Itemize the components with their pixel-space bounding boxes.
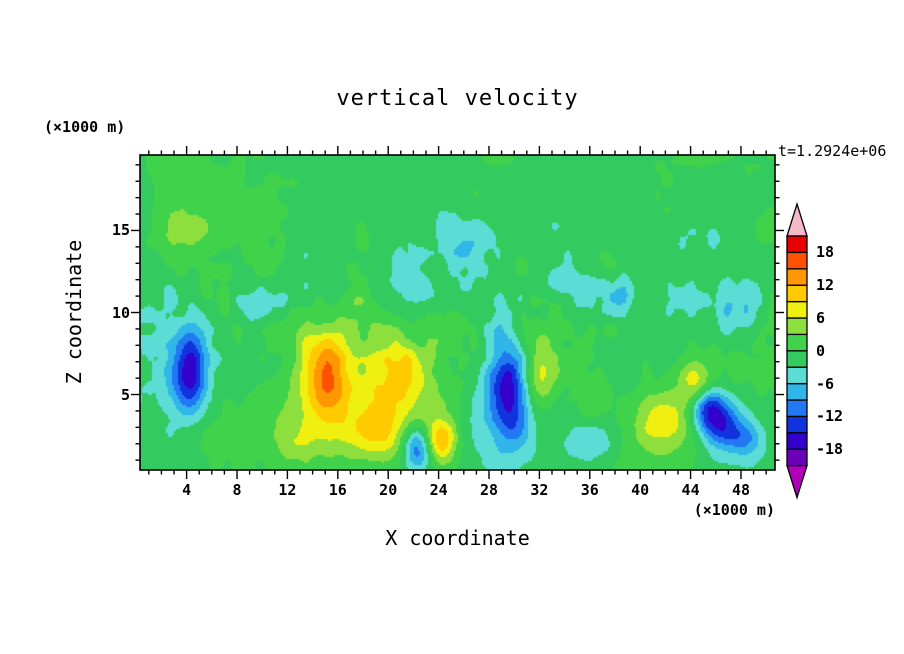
y-tick-label: 15 [111,221,130,240]
colorbar-segment [786,350,808,368]
colorbar-segment [786,366,808,385]
colorbar-label: -12 [816,407,844,426]
colorbar-segment [786,399,808,418]
y-axis-units-label: (×1000 m) [44,118,126,136]
colorbar-segment [786,432,808,450]
colorbar-segment [786,382,808,401]
x-tick-label: 40 [631,481,650,499]
colorbar-label: 0 [816,341,826,360]
y-tick-label: 5 [120,385,130,404]
y-axis-title: Z coordinate [62,239,86,385]
time-annotation: t=1.2924e+06 [778,142,887,160]
colorbar-segment [786,300,808,319]
contour-field-canvas [140,155,775,470]
x-tick-label: 12 [278,481,297,499]
colorbar-label: -6 [816,374,835,393]
colorbar-segment [786,251,808,270]
x-tick-label: 28 [479,481,499,499]
x-tick-label: 36 [580,481,599,499]
colorbar-label: 6 [816,309,826,327]
x-tick-label: 32 [530,481,549,499]
colorbar-arrow-top [786,201,808,237]
y-tick-label: 10 [111,303,130,322]
x-tick-label: 16 [328,481,347,499]
colorbar-segment [786,268,808,286]
chart-title: vertical velocity [336,86,579,111]
colorbar-segment [786,284,808,303]
x-tick-label: 44 [681,481,700,499]
colorbar-segment [786,235,808,254]
x-tick-label: 4 [182,481,192,499]
x-axis-units-label: (×1000 m) [693,501,775,519]
colorbar-arrow-bottom [786,464,808,500]
x-tick-label: 8 [232,481,242,499]
x-axis-title: X coordinate [385,526,530,550]
colorbar-label: 18 [816,243,835,262]
colorbar-segment [786,317,808,336]
colorbar-segment [786,333,808,352]
x-tick-label: 48 [731,481,750,499]
x-tick-label: 20 [379,481,398,499]
colorbar-label: -18 [816,440,844,459]
x-tick-label: 24 [429,481,448,499]
colorbar-segment [786,448,808,467]
colorbar-segment [786,415,808,434]
colorbar-label: 12 [816,276,835,295]
